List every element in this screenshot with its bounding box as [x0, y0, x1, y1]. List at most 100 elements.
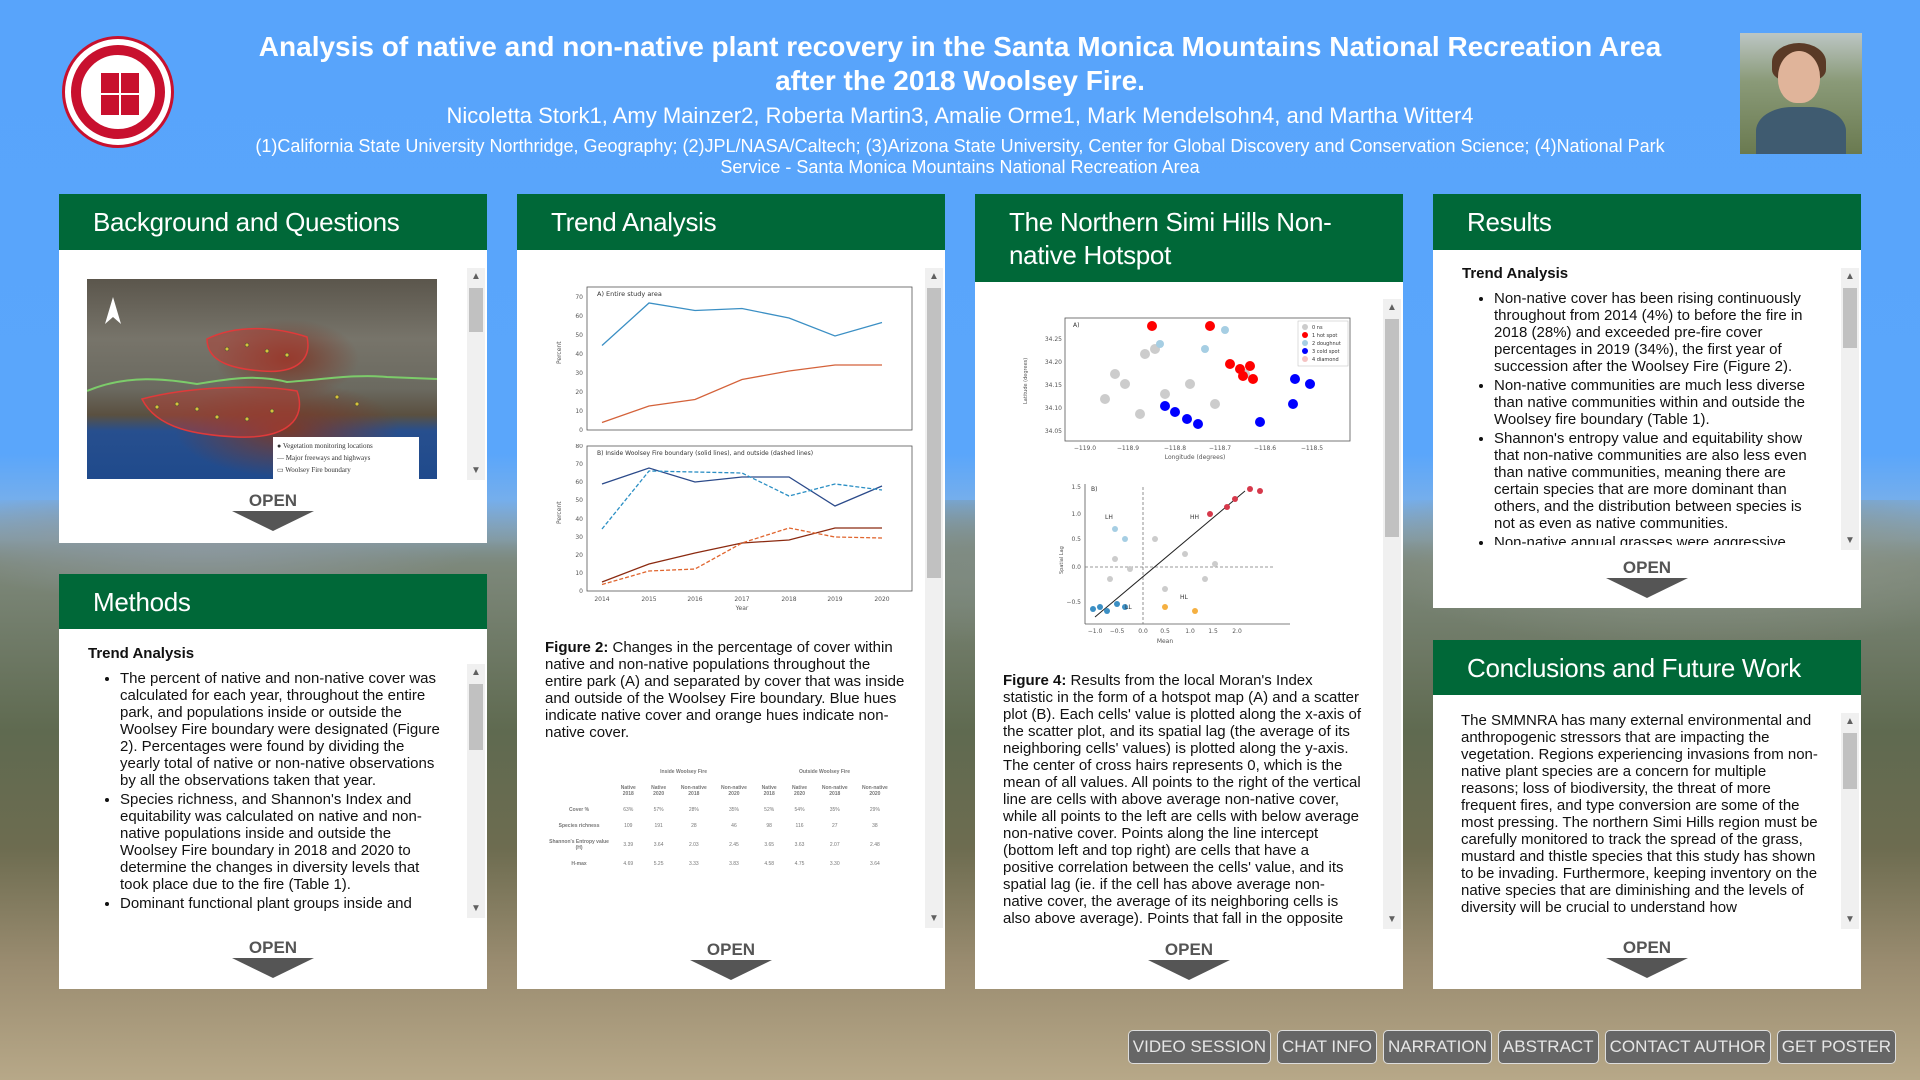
scroll-down-icon[interactable]: ▼ — [471, 465, 481, 476]
svg-text:LL: LL — [1125, 604, 1132, 611]
svg-text:1.5: 1.5 — [1071, 484, 1081, 491]
svg-text:30: 30 — [575, 370, 583, 377]
table-row: Shannon's Entropy value (H) 3.39 3.64 2.03 2… — [549, 839, 880, 851]
hotspot-map-chart: A) 34.25 34.20 34.15 34.10 34.05 Latitude (d… — [1015, 314, 1355, 464]
panel-title: Results — [1433, 194, 1861, 250]
scroll-up-icon[interactable]: ▲ — [471, 271, 481, 282]
chat-info-button[interactable]: CHAT INFO — [1276, 1030, 1378, 1064]
svg-text:B) Inside Woolsey Fire boundar: B) Inside Woolsey Fire boundary (solid l… — [597, 450, 813, 457]
scroll-thumb[interactable] — [1385, 319, 1399, 537]
affiliations: (1)California State University Northridg… — [255, 136, 1665, 177]
diversity-table: Inside Woolsey Fire Outside Woolsey Fire … — [545, 764, 895, 872]
scroll-down-icon[interactable]: ▼ — [1845, 535, 1855, 546]
table-row: Cover % 63% 57% 28% 35% 52% 54% 35% 29% — [569, 807, 880, 813]
chevron-down-icon — [1148, 960, 1230, 980]
figure-caption-text: Results from the local Moran's Index sta… — [1003, 672, 1362, 927]
panel-content: The SMMNRA has many external environment… — [1461, 712, 1821, 930]
abstract-button[interactable]: ABSTRACT — [1497, 1030, 1599, 1064]
svg-text:Latitude (degrees): Latitude (degrees) — [1023, 358, 1029, 404]
study-area-map: ● Vegetation monitoring locations — Majo… — [87, 279, 437, 479]
title-line-2: after the 2018 Woolsey Fire. — [775, 65, 1145, 96]
map-legend: ● Vegetation monitoring locations — Majo… — [273, 437, 419, 479]
bullet: Non-native cover has been rising continu… — [1494, 290, 1822, 375]
bullet: The percent of native and non-native cov… — [120, 670, 448, 789]
scrollbar[interactable]: ▲ ▼ — [467, 268, 485, 480]
scroll-thumb[interactable] — [469, 288, 483, 332]
svg-text:0.0: 0.0 — [1138, 628, 1148, 635]
svg-text:50: 50 — [575, 497, 583, 504]
open-button[interactable]: OPEN — [517, 940, 945, 980]
scroll-thumb[interactable] — [1843, 733, 1857, 789]
panel-conclusions: Conclusions and Future Work The SMMNRA h… — [1433, 640, 1861, 989]
svg-text:50: 50 — [575, 332, 583, 339]
scrollbar[interactable]: ▲ ▼ — [1841, 268, 1859, 550]
scroll-up-icon[interactable]: ▲ — [471, 667, 481, 678]
svg-text:10: 10 — [575, 570, 583, 577]
scroll-down-icon[interactable]: ▼ — [471, 903, 481, 914]
svg-text:2014: 2014 — [594, 596, 609, 603]
bullet: Dominant functional plant groups inside … — [120, 895, 448, 912]
scrollbar[interactable]: ▲ ▼ — [467, 664, 485, 918]
svg-text:Mean: Mean — [1157, 638, 1174, 645]
svg-text:Percent: Percent — [556, 501, 563, 524]
chevron-down-icon — [1606, 958, 1688, 978]
scroll-up-icon[interactable]: ▲ — [929, 271, 939, 282]
legend-item: ● Vegetation monitoring locations — [277, 442, 373, 450]
svg-text:40: 40 — [575, 516, 583, 523]
svg-text:−1.0: −1.0 — [1088, 628, 1103, 635]
open-button[interactable]: OPEN — [1433, 938, 1861, 978]
panel-trend-analysis: Trend Analysis 0 10 20 30 40 50 60 70 Percent … — [517, 194, 945, 989]
open-button[interactable]: OPEN — [1433, 558, 1861, 598]
svg-text:0: 0 — [579, 588, 583, 595]
open-label: OPEN — [248, 938, 298, 957]
moran-scatter-chart: LH HH LL HL B) −0.5 0.0 0.5 1.0 1.5 −1.0 −0.5 0.0 0… — [1055, 479, 1295, 649]
scroll-down-icon[interactable]: ▼ — [929, 913, 939, 924]
video-session-button[interactable]: VIDEO SESSION — [1127, 1030, 1271, 1064]
contact-author-button[interactable]: CONTACT AUTHOR — [1604, 1030, 1771, 1064]
svg-text:3 cold spot: 3 cold spot — [1312, 349, 1340, 355]
table-col-header: Native 2018 — [620, 785, 636, 797]
svg-text:2019: 2019 — [827, 596, 842, 603]
scroll-thumb[interactable] — [469, 684, 483, 750]
table-group-header: Inside Woolsey Fire — [660, 769, 707, 775]
action-button-bar: VIDEO SESSION CHAT INFO NARRATION ABSTRA… — [1127, 1030, 1896, 1064]
scroll-up-icon[interactable]: ▲ — [1845, 716, 1855, 727]
scrollbar[interactable]: ▲ ▼ — [1841, 713, 1859, 929]
svg-text:HH: HH — [1190, 514, 1199, 521]
svg-text:20: 20 — [575, 389, 583, 396]
table-col-header: Non-native 2020 — [861, 785, 888, 797]
svg-text:1.5: 1.5 — [1208, 628, 1218, 635]
open-label: OPEN — [1622, 938, 1672, 957]
open-button[interactable]: OPEN — [59, 938, 487, 978]
narration-button[interactable]: NARRATION — [1383, 1030, 1492, 1064]
svg-text:34.25: 34.25 — [1045, 336, 1062, 343]
scrollbar[interactable]: ▲ ▼ — [925, 268, 943, 928]
svg-text:A): A) — [1073, 322, 1079, 329]
panel-results: Results Trend Analysis Non-native cover … — [1433, 194, 1861, 608]
panel-hotspot: The Northern Simi Hills Non-native Hotsp… — [975, 194, 1403, 989]
scrollbar[interactable]: ▲ ▼ — [1383, 299, 1401, 929]
svg-text:30: 30 — [575, 534, 583, 541]
open-button[interactable]: OPEN — [59, 491, 487, 531]
scroll-down-icon[interactable]: ▼ — [1387, 914, 1397, 925]
title-line-1: Analysis of native and non-native plant … — [258, 31, 1662, 62]
bullet: Shannon's entropy value and equitability… — [1494, 430, 1822, 532]
svg-text:2018: 2018 — [781, 596, 796, 603]
scroll-down-icon[interactable]: ▼ — [1845, 914, 1855, 925]
svg-text:0.5: 0.5 — [1160, 628, 1170, 635]
svg-text:34.15: 34.15 — [1045, 382, 1062, 389]
open-button[interactable]: OPEN — [975, 940, 1403, 980]
get-poster-button[interactable]: GET POSTER — [1776, 1030, 1896, 1064]
scroll-thumb[interactable] — [927, 288, 941, 578]
table-row: H-max 4.69 5.25 3.33 3.83 4.58 4.75 3.30 3.64 — [571, 861, 880, 867]
svg-text:1 hot spot: 1 hot spot — [1312, 333, 1337, 339]
scroll-thumb[interactable] — [1843, 288, 1857, 348]
scroll-up-icon[interactable]: ▲ — [1845, 271, 1855, 282]
svg-text:Year: Year — [735, 605, 749, 612]
svg-text:34.20: 34.20 — [1045, 359, 1062, 366]
svg-text:−0.5: −0.5 — [1066, 599, 1081, 606]
table-col-header: Non-native 2018 — [821, 785, 848, 797]
svg-text:1.0: 1.0 — [1185, 628, 1195, 635]
figure-caption-text: Changes in the percentage of cover withi… — [545, 639, 905, 741]
scroll-up-icon[interactable]: ▲ — [1387, 302, 1397, 313]
